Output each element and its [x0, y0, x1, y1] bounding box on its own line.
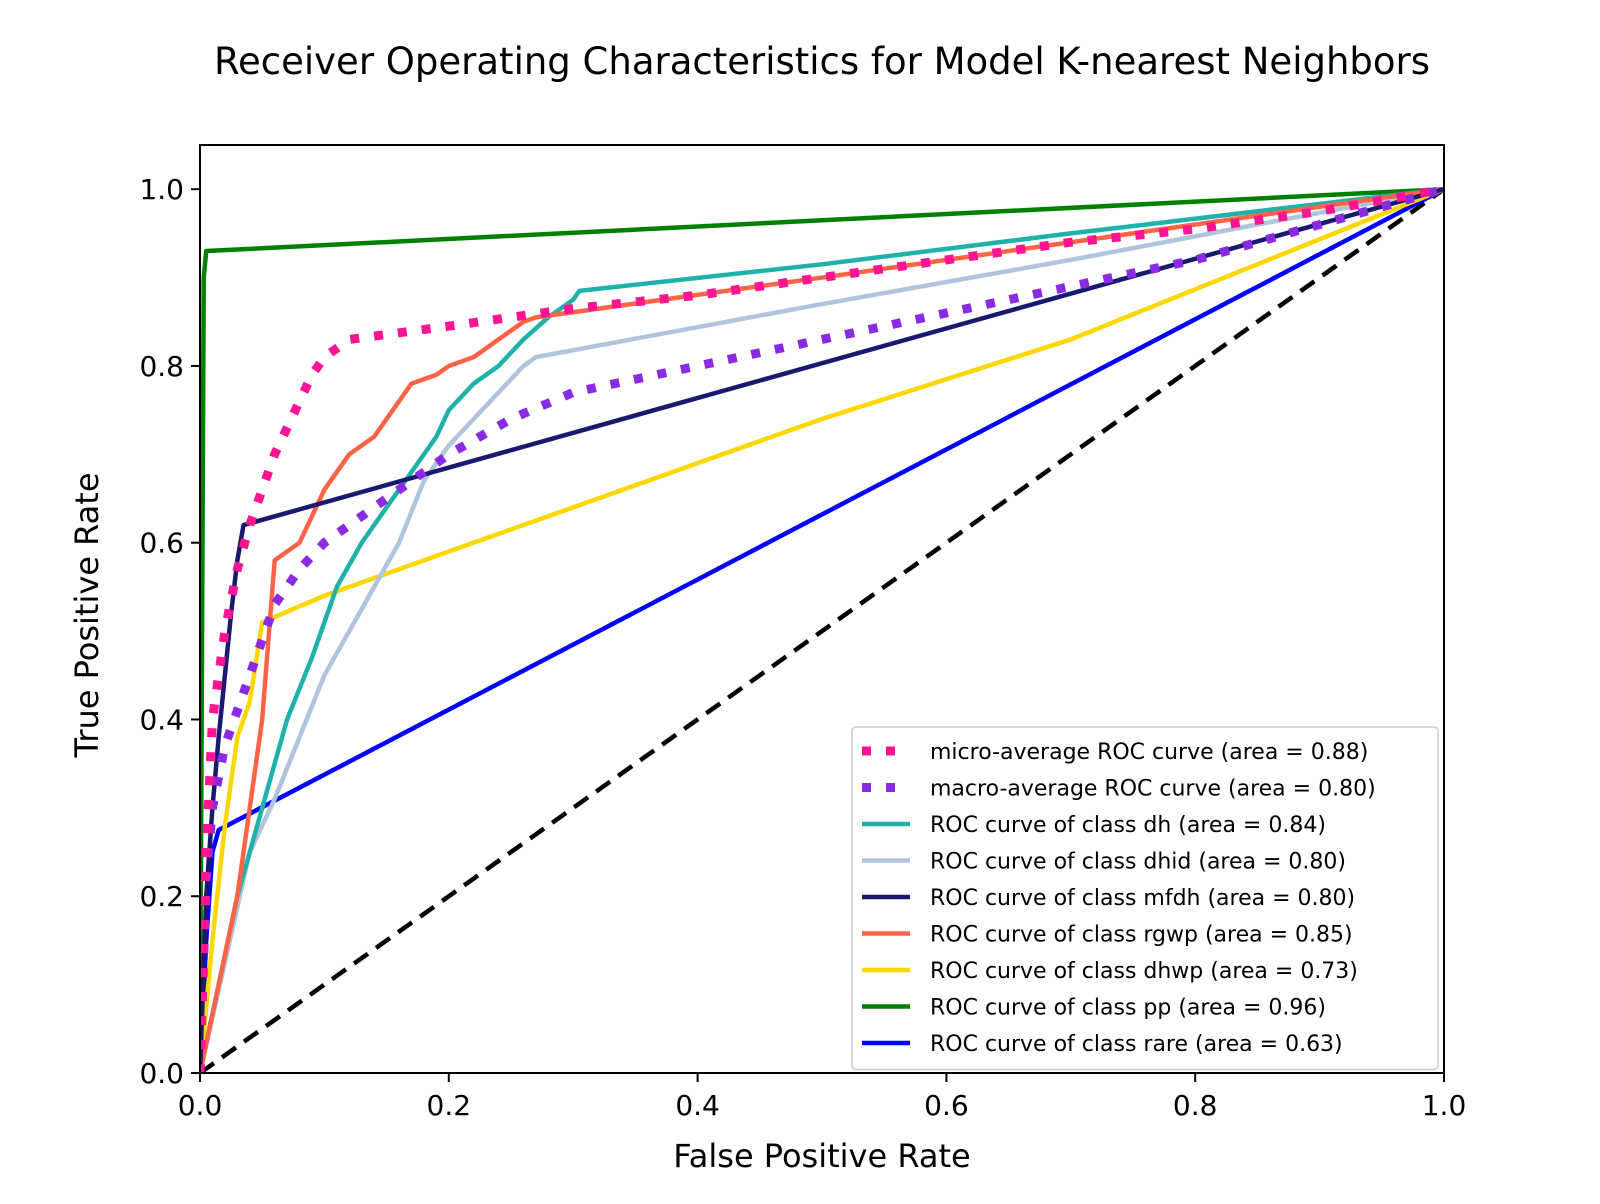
- legend-label: ROC curve of class rgwp (area = 0.85): [930, 923, 1353, 948]
- series-line-6: [200, 187, 1444, 1073]
- y-tick-label: 0.6: [139, 527, 184, 560]
- legend-box: [851, 726, 1439, 1071]
- plot-area: 0.0 0.2 0.4 0.6 0.8 1.0 0.0 0.2 0.4 0.6 0.8 1.0: [139, 144, 1467, 1122]
- x-tick-label: 0.0: [178, 1089, 223, 1122]
- legend-label: ROC curve of class dh (area = 0.84): [930, 813, 1326, 838]
- y-tick-label: 0.8: [139, 350, 184, 383]
- y-tick-label: 0.2: [139, 880, 184, 913]
- series-line-1: [200, 184, 1444, 1073]
- plot-frame: [199, 144, 1445, 1074]
- chart-title: Receiver Operating Characteristics for M…: [214, 40, 1430, 83]
- legend-label: ROC curve of class dhwp (area = 0.73): [930, 959, 1358, 984]
- series-line-5: [200, 186, 1444, 1073]
- reference-diagonal: [200, 187, 1444, 1073]
- y-tick-label: 1.0: [139, 173, 184, 206]
- series-line-2: [200, 186, 1444, 1073]
- legend-label: ROC curve of class pp (area = 0.96): [930, 996, 1326, 1021]
- series-line-7: [200, 186, 1444, 1073]
- x-tick-label: 0.6: [924, 1089, 969, 1122]
- series-line-4: [200, 187, 1444, 1073]
- legend-label: macro-average ROC curve (area = 0.80): [930, 777, 1376, 802]
- series-line-3: [200, 186, 1444, 1073]
- x-tick-label: 0.4: [675, 1089, 720, 1122]
- x-tick-label: 0.8: [1173, 1089, 1218, 1122]
- curve-group: [200, 184, 1444, 1073]
- x-tick-label: 0.2: [427, 1089, 472, 1122]
- legend-label: micro-average ROC curve (area = 0.88): [930, 740, 1368, 765]
- y-tick-label: 0.0: [139, 1057, 184, 1090]
- y-tick-label: 0.4: [139, 703, 184, 736]
- y-axis-label: True Positive Rate: [68, 472, 106, 758]
- legend-label: ROC curve of class mfdh (area = 0.80): [930, 886, 1355, 911]
- series-line-0: [200, 184, 1444, 1073]
- legend-label: ROC curve of class rare (area = 0.63): [930, 1032, 1343, 1057]
- x-axis-label: False Positive Rate: [673, 1137, 970, 1175]
- x-tick-label: 1.0: [1422, 1089, 1467, 1122]
- legend: micro-average ROC curve (area = 0.88) mac…: [851, 726, 1439, 1071]
- legend-label: ROC curve of class dhid (area = 0.80): [930, 850, 1346, 875]
